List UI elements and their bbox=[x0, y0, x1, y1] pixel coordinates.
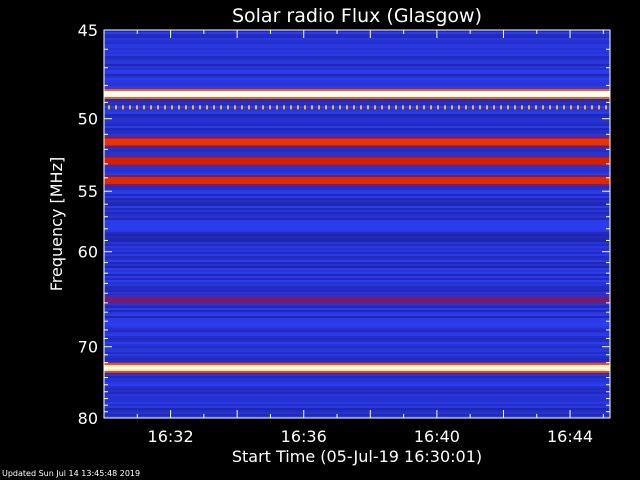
updated-timestamp: Updated Sun Jul 14 13:45:48 2019 bbox=[2, 469, 141, 478]
y-axis-label: Frequency [MHz] bbox=[47, 157, 66, 291]
x-tick-label-0: 16:32 bbox=[148, 427, 194, 446]
x-tick-label-1: 16:36 bbox=[281, 427, 327, 446]
y-tick-label-1: 50 bbox=[78, 110, 98, 129]
y-axis: 45 50 55 60 70 80 bbox=[78, 21, 610, 428]
spectral-band-2 bbox=[104, 136, 610, 148]
y-tick-label-2: 55 bbox=[78, 182, 98, 201]
spectral-band-6 bbox=[104, 362, 610, 373]
spectral-band-4 bbox=[104, 175, 610, 187]
spectral-band-1 bbox=[108, 105, 607, 110]
x-axis: 16:32 16:36 16:40 16:44 bbox=[103, 30, 604, 446]
x-tick-label-2: 16:40 bbox=[414, 427, 460, 446]
plot-frame bbox=[103, 29, 611, 419]
spectrogram-heatmap bbox=[104, 30, 610, 418]
x-axis-label: Start Time (05-Jul-19 16:30:01) bbox=[232, 447, 482, 466]
y-tick-label-0: 45 bbox=[78, 21, 98, 40]
spectral-band-3 bbox=[104, 155, 610, 167]
y-tick-label-5: 80 bbox=[78, 409, 98, 428]
chart-title: Solar radio Flux (Glasgow) bbox=[232, 5, 482, 27]
spectral-band-0 bbox=[104, 89, 610, 99]
x-tick-label-3: 16:44 bbox=[547, 427, 593, 446]
spectral-band-5 bbox=[104, 294, 610, 306]
y-tick-label-3: 60 bbox=[78, 243, 98, 262]
y-tick-label-4: 70 bbox=[78, 338, 98, 357]
